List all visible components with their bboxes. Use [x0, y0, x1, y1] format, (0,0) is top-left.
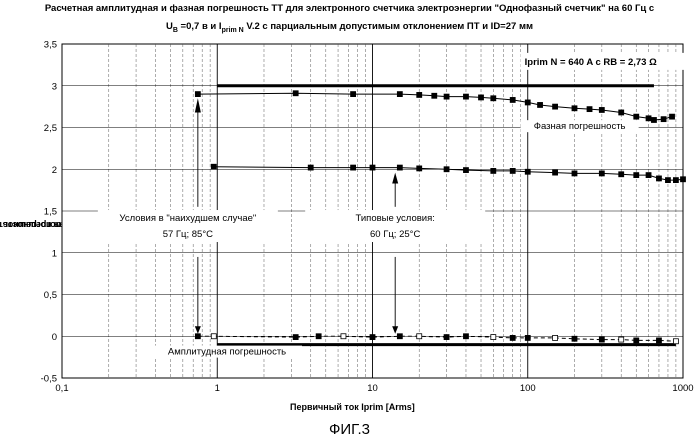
y-tick-label: 0	[52, 332, 57, 343]
amplitude-error-label: Амплитудная погрешность	[168, 347, 286, 358]
typical-annotation-line2: 60 Гц; 25°C	[370, 229, 420, 240]
series-3-point	[525, 335, 530, 340]
series-1-point	[293, 91, 298, 96]
series-1-point	[538, 102, 543, 107]
series-2-point	[211, 164, 216, 169]
worst-case-annotation-line2: 57 Гц; 85°C	[163, 229, 213, 240]
series-1-point	[634, 114, 639, 119]
series-2-point	[463, 168, 468, 173]
series-3-point	[619, 337, 624, 342]
series-1-point	[661, 117, 666, 122]
series-2-point	[510, 168, 515, 173]
series-1-point	[646, 116, 651, 121]
x-tick-label: 10	[367, 383, 378, 394]
y-tick-label: 1	[52, 248, 57, 259]
series-2-point	[619, 172, 624, 177]
series-3-point	[370, 335, 375, 340]
x-tick-label: 100	[520, 383, 536, 394]
series-2-point	[599, 171, 604, 176]
series-1-point	[651, 117, 656, 122]
series-3-point	[634, 338, 639, 343]
series-2-point	[308, 165, 313, 170]
series-2-point	[444, 167, 449, 172]
series-1-point	[195, 92, 200, 97]
series-3-point	[510, 335, 515, 340]
series-1-point	[553, 104, 558, 109]
worst-case-annotation-line1: Условия в "наихудшем случае"	[119, 213, 256, 224]
series-2-point	[525, 169, 530, 174]
phase-error-label: Фазная погрешность	[534, 121, 626, 132]
x-tick-label: 1	[215, 383, 220, 394]
series-2-point	[370, 165, 375, 170]
series-3-point	[417, 334, 422, 339]
series-3-point	[211, 334, 216, 339]
series-1-point	[525, 100, 530, 105]
series-1-point	[351, 92, 356, 97]
series-2-point	[634, 173, 639, 178]
series-1-point	[619, 110, 624, 115]
y-tick-label: 0,5	[44, 290, 57, 301]
series-1-point	[599, 107, 604, 112]
series-2-point	[673, 178, 678, 183]
series-2-point	[681, 177, 686, 182]
y-tick-label: 3	[52, 81, 57, 92]
figure-label: ФИГ.3	[0, 421, 699, 438]
y-tick-label: 3,5	[44, 40, 57, 51]
series-2-point	[572, 171, 577, 176]
series-3-point	[572, 336, 577, 341]
series-1-point	[491, 96, 496, 101]
series-3-point	[463, 334, 468, 339]
series-2-point	[665, 178, 670, 183]
params-text: Iprim N = 640 A c RB = 2,73 Ω	[525, 57, 657, 68]
x-axis-label: Первичный ток Iprim [Arms]	[290, 402, 415, 412]
y-tick-label: 2,5	[44, 123, 57, 134]
series-3-point	[316, 334, 321, 339]
series-1-point	[444, 94, 449, 99]
series-1-point	[417, 92, 422, 97]
series-1-point	[479, 95, 484, 100]
series-1-point	[670, 114, 675, 119]
series-3-point	[553, 335, 558, 340]
series-3-point	[491, 335, 496, 340]
series-1-point	[587, 107, 592, 112]
series-2-point	[656, 176, 661, 181]
series-3-point	[673, 339, 678, 344]
series-1-point	[510, 97, 515, 102]
series-1-point	[463, 94, 468, 99]
series-2-point	[417, 166, 422, 171]
series-2-point	[646, 173, 651, 178]
y-tick-label: 2	[52, 165, 57, 176]
series-2-point	[491, 168, 496, 173]
series-3-point	[599, 337, 604, 342]
series-2-point	[553, 170, 558, 175]
x-tick-label: 0,1	[55, 383, 68, 394]
x-tick-label: 1000	[672, 383, 693, 394]
series-3-point	[293, 335, 298, 340]
series-1-point	[432, 93, 437, 98]
series-1-point	[572, 106, 577, 111]
series-3-point	[195, 334, 200, 339]
series-2-point	[397, 165, 402, 170]
series-1-point	[397, 92, 402, 97]
series-3-point	[341, 334, 346, 339]
series-2-point	[351, 165, 356, 170]
series-3-point	[397, 334, 402, 339]
typical-annotation-line1: Типовые условия:	[355, 213, 434, 224]
y-tick-label: 1,5	[44, 207, 57, 218]
series-3-point	[656, 338, 661, 343]
series-3-point	[444, 335, 449, 340]
